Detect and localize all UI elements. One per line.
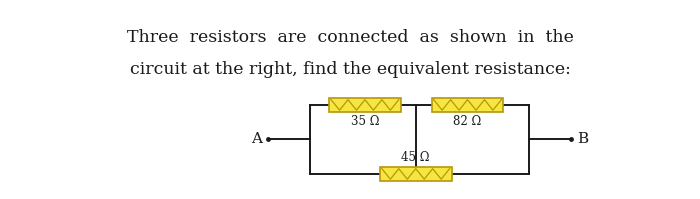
Bar [380,167,452,181]
Text: A: A [251,133,262,146]
Bar [432,98,503,112]
Bar [329,98,401,112]
Text: 45 Ω: 45 Ω [402,151,430,164]
Text: Three  resistors  are  connected  as  shown  in  the: Three resistors are connected as shown i… [127,29,573,46]
Text: circuit at the right, find the equivalent resistance:: circuit at the right, find the equivalen… [130,60,570,78]
Text: 82 Ω: 82 Ω [454,115,482,128]
Text: B: B [577,133,588,146]
Text: 35 Ω: 35 Ω [351,115,379,128]
